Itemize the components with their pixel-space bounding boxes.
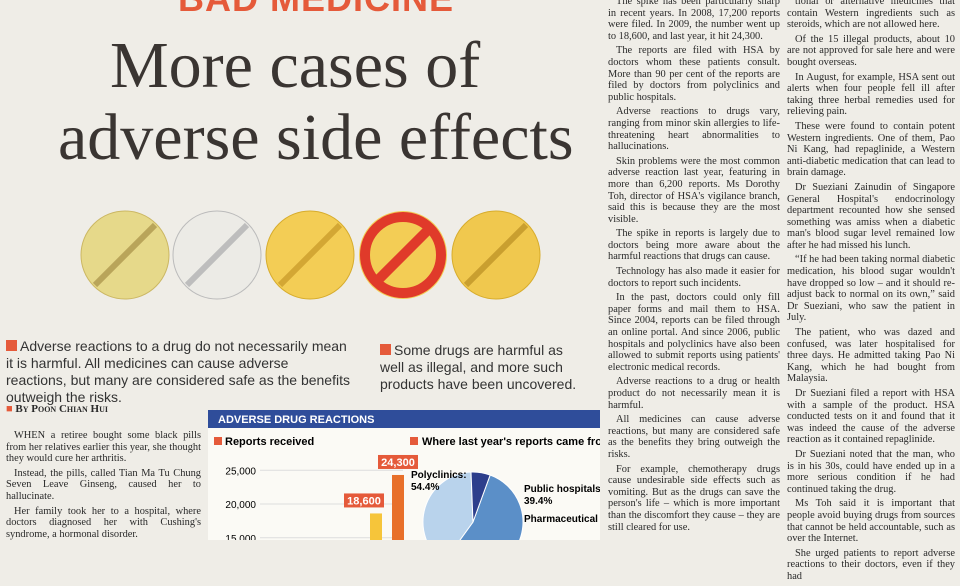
paragraph: Ms Toh said it is important that people …: [787, 498, 955, 545]
bar-title: Reports received: [225, 436, 314, 448]
headline: More cases of: [110, 29, 481, 102]
paragraph: Skin problems were the most common adver…: [608, 155, 780, 225]
paragraph: Dr Sueziani noted that the man, who is i…: [787, 448, 955, 495]
paragraph: Dr Sueziani filed a report with HSA with…: [787, 388, 955, 446]
column: The spike has been particularly sharp in…: [608, 0, 780, 536]
paragraph: The spike has been particularly sharp in…: [608, 0, 780, 42]
paragraph: For example, chemotherapy drugs cause un…: [608, 463, 780, 533]
infographic: ADVERSE DRUG REACTIONS Reports received …: [208, 410, 600, 540]
pill: [265, 210, 355, 300]
caption: Some drugs are harmful as well as illega…: [380, 342, 580, 393]
pill: [80, 210, 170, 300]
bar-label-bg: [378, 454, 418, 469]
infographic-header: [208, 410, 600, 428]
paragraph: tional or alternative medicines that con…: [787, 0, 955, 31]
paragraph: These were found to contain potent Weste…: [787, 120, 955, 179]
paragraph: Her family took her to a hospital, where…: [6, 505, 201, 540]
paragraph: All medicines can cause adverse reaction…: [608, 414, 780, 460]
byline-text: By Poon Chian Hui: [15, 403, 108, 415]
paragraph: Technology has also made it easier for d…: [608, 266, 780, 289]
byline: ■ By Poon Chian Hui: [6, 403, 108, 415]
paragraph: Instead, the pills, called Tian Ma Tu Ch…: [6, 467, 201, 502]
slice-label: 39.4%: [524, 496, 552, 507]
paragraph: “If he had been taking normal diabetic m…: [787, 254, 955, 324]
column: WHEN a retiree bought some black pills f…: [6, 430, 201, 543]
y-tick-label: 20,000: [225, 500, 256, 511]
y-tick-label: 15,000: [225, 534, 256, 540]
bullet: [410, 437, 418, 445]
bar: [370, 513, 382, 540]
y-tick-label: 25,000: [225, 466, 256, 477]
paragraph: The reports are filed with HSA by doctor…: [608, 45, 780, 103]
slice-name: Polyclinics:: [411, 470, 467, 481]
bar-label: 18,600: [347, 495, 381, 507]
pill: [172, 210, 262, 300]
pie-slice: [459, 474, 524, 540]
pill: [451, 210, 541, 300]
pills-illustration: [80, 210, 541, 300]
paragraph: In the past, doctors could only fill pap…: [608, 292, 780, 373]
paragraph: WHEN a retiree bought some black pills f…: [6, 430, 201, 465]
column: tional or alternative medicines that con…: [787, 0, 955, 586]
pill: [359, 211, 447, 299]
paragraph: Dr Sueziani Zainudin of Singapore Genera…: [787, 181, 955, 251]
paragraph: Adverse reactions to drugs vary, ranging…: [608, 106, 780, 153]
paragraph: The patient, who was dazed and confused,…: [787, 327, 955, 385]
pie-slice: [422, 471, 474, 540]
slice-name: Pharmaceutical companies:: [524, 514, 600, 525]
headline: adverse side effects: [58, 101, 574, 174]
pie-title-text: Where last year's reports came from: [422, 436, 600, 448]
pie-title: Where last year's reports came from: [422, 436, 600, 448]
paragraph: Adverse reactions to a drug or health pr…: [608, 376, 780, 411]
slice-label: 54.4%: [411, 482, 439, 493]
slice-name: Public hospitals:: [524, 484, 600, 495]
paragraph: The spike in reports is largely due to d…: [608, 228, 780, 263]
bar-label: 24,300: [381, 457, 415, 469]
pie-slice: [470, 471, 491, 523]
paragraph: She urged patients to report adverse rea…: [787, 547, 955, 582]
bullet: [214, 437, 222, 445]
infographic-title: ADVERSE DRUG REACTIONS: [218, 414, 374, 426]
paragraph: In August, for example, HSA sent out ale…: [787, 71, 955, 118]
paragraph: Of the 15 illegal products, about 10 are…: [787, 33, 955, 68]
bar: [392, 474, 404, 540]
section-label: BAD MEDICINE: [178, 0, 454, 20]
caption: Adverse reactions to a drug do not neces…: [6, 338, 350, 405]
page: BAD MEDICINE More cases of adverse side …: [0, 0, 960, 540]
bar-label-bg: [344, 493, 384, 508]
